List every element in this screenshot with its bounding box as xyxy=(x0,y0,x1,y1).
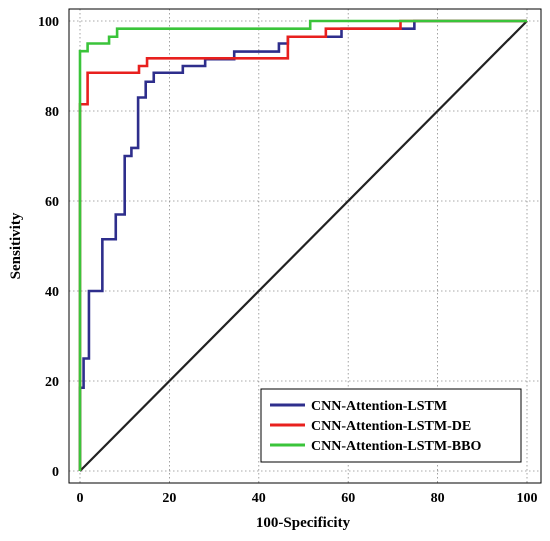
y-tick-labels: 0 20 40 60 80 100 xyxy=(38,15,59,480)
x-tick-label: 80 xyxy=(431,491,445,506)
x-tick-label: 100 xyxy=(517,491,538,506)
y-axis-title: Sensitivity xyxy=(8,212,24,279)
x-tick-label: 40 xyxy=(252,491,266,506)
x-tick-label: 20 xyxy=(162,491,176,506)
x-tick-label: 0 xyxy=(77,491,84,506)
reference-line-layer xyxy=(79,20,528,472)
y-tick-label: 20 xyxy=(45,375,59,390)
series-layer xyxy=(78,19,527,471)
x-tick-label: 60 xyxy=(341,491,355,506)
series-line-3 xyxy=(78,19,527,471)
reference-diagonal-line xyxy=(79,20,528,472)
legend: CNN-Attention-LSTM CNN-Attention-LSTM-DE C… xyxy=(260,388,522,463)
y-tick-label: 0 xyxy=(52,465,59,480)
legend-label: CNN-Attention-LSTM-BBO xyxy=(311,439,481,454)
legend-label: CNN-Attention-LSTM-DE xyxy=(311,419,471,434)
grid xyxy=(69,9,541,483)
legend-label: CNN-Attention-LSTM xyxy=(311,399,447,414)
x-axis-title: 100-Specificity xyxy=(256,515,351,531)
x-tick-labels: 0 20 40 60 80 100 xyxy=(77,491,538,506)
series-line-2 xyxy=(78,19,527,471)
y-tick-label: 40 xyxy=(45,285,59,300)
y-tick-label: 80 xyxy=(45,105,59,120)
y-tick-label: 100 xyxy=(38,15,59,30)
plot-frame xyxy=(68,8,542,484)
y-tick-label: 60 xyxy=(45,195,59,210)
